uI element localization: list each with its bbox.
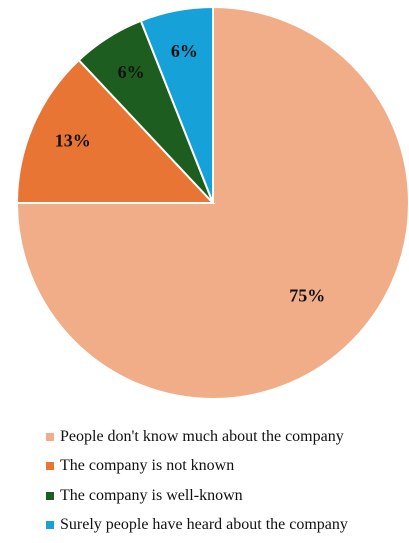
pie-data-label: 6% [171,41,198,61]
legend-swatch [46,491,54,500]
legend-swatch [46,521,54,530]
legend-item: The company is not known [46,452,406,482]
legend-item: The company is well-known [46,481,406,511]
pie-chart-svg: 75% 13% 6% 6% [15,5,409,400]
pie-slice [15,58,216,204]
legend-item: Surely people have heard about the compa… [46,511,406,541]
chart-legend: People don't know much about the company… [46,422,406,540]
pie-data-label: 75% [289,285,325,305]
pie-slice [139,5,214,204]
legend-label: Surely people have heard about the compa… [60,516,348,534]
legend-swatch [46,462,54,471]
legend-item: People don't know much about the company [46,422,406,452]
pie-data-label: 6% [118,62,145,82]
legend-swatch [46,432,54,441]
legend-label: People don't know much about the company [60,427,344,445]
pie-slice [15,5,409,400]
pie-chart: 75% 13% 6% 6% [15,5,409,400]
legend-label: The company is not known [60,457,235,475]
legend-label: The company is well-known [60,486,243,504]
pie-data-label: 13% [55,130,91,150]
